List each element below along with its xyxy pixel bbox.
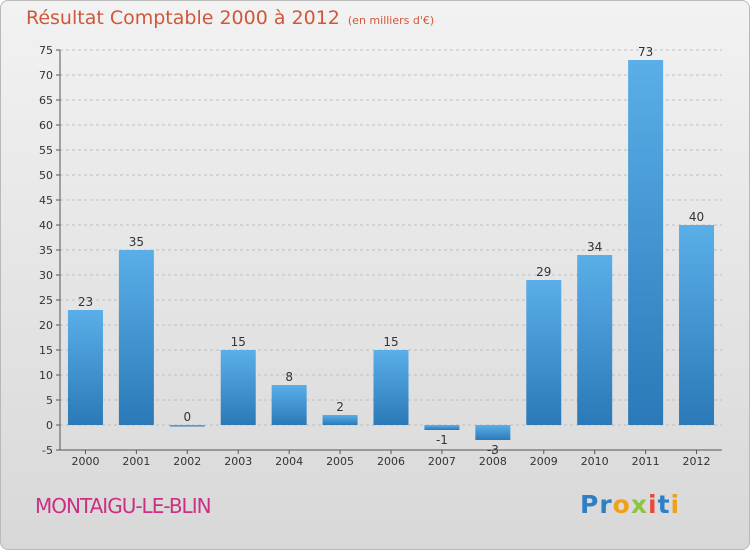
y-tick-label: 5 bbox=[46, 394, 53, 407]
place-name: MONTAIGU-LE-BLIN bbox=[35, 494, 212, 518]
logo-letter: P bbox=[580, 490, 600, 519]
bar-2005 bbox=[322, 415, 358, 425]
chart-title-block: Résultat Comptable 2000 à 2012 (en millie… bbox=[26, 7, 434, 29]
data-label: 8 bbox=[285, 370, 293, 384]
chart-subtitle: (en milliers d'€) bbox=[347, 14, 435, 27]
data-label: 29 bbox=[536, 265, 551, 279]
data-label: 15 bbox=[383, 335, 398, 349]
logo-letter: o bbox=[612, 490, 631, 519]
y-tick-label: 70 bbox=[39, 69, 53, 82]
y-tick-label: 55 bbox=[39, 144, 53, 157]
data-label: 73 bbox=[638, 45, 653, 59]
y-tick-label: 50 bbox=[39, 169, 53, 182]
x-tick-label: 2005 bbox=[326, 455, 354, 468]
x-tick-label: 2009 bbox=[530, 455, 558, 468]
bar-2007 bbox=[424, 425, 460, 430]
x-tick-label: 2007 bbox=[428, 455, 456, 468]
logo-letter: i bbox=[670, 490, 681, 519]
proxiti-logo: Proxiti bbox=[580, 490, 680, 519]
data-label: 40 bbox=[689, 210, 704, 224]
y-tick-label: 40 bbox=[39, 219, 53, 232]
y-tick-label: 20 bbox=[39, 319, 53, 332]
x-tick-label: 2004 bbox=[275, 455, 303, 468]
bar-2009 bbox=[526, 280, 562, 425]
bar-2006 bbox=[373, 350, 409, 425]
y-tick-label: 75 bbox=[39, 44, 53, 57]
bar-2010 bbox=[577, 255, 613, 425]
bar-2003 bbox=[220, 350, 256, 425]
bar-2004 bbox=[271, 385, 307, 425]
y-tick-label: 10 bbox=[39, 369, 53, 382]
logo-letter: i bbox=[648, 490, 658, 519]
y-axis: -5 0 5 10 15 20 25 30 35 40 45 50 55 60 65 70 75 bbox=[39, 44, 61, 457]
x-tick-label: 2011 bbox=[632, 455, 660, 468]
data-label: 35 bbox=[129, 235, 144, 249]
data-label: 34 bbox=[587, 240, 602, 254]
x-tick-label: 2008 bbox=[479, 455, 507, 468]
x-tick-label: 2010 bbox=[581, 455, 609, 468]
x-tick-label: 2002 bbox=[173, 455, 201, 468]
bar-2008 bbox=[475, 425, 511, 440]
bar-2000 bbox=[67, 310, 103, 425]
x-axis: 2000 2001 2002 2003 2004 2005 2006 2007 2008 2009… bbox=[60, 449, 722, 468]
logo-letter: x bbox=[630, 490, 648, 519]
y-tick-label: 25 bbox=[39, 294, 53, 307]
data-label: 15 bbox=[231, 335, 246, 349]
y-tick-label: 15 bbox=[39, 344, 53, 357]
data-label: 2 bbox=[336, 400, 344, 414]
x-tick-label: 2000 bbox=[71, 455, 99, 468]
bar-2011 bbox=[628, 60, 664, 425]
x-tick-label: 2003 bbox=[224, 455, 252, 468]
x-tick-label: 2001 bbox=[122, 455, 150, 468]
bar-2002 bbox=[169, 425, 205, 427]
y-tick-label: 60 bbox=[39, 119, 53, 132]
data-label: -1 bbox=[436, 433, 448, 447]
logo-letter: t bbox=[657, 490, 671, 519]
bar-2001 bbox=[118, 250, 154, 425]
y-tick-label: 45 bbox=[39, 194, 53, 207]
y-tick-label: 0 bbox=[46, 419, 53, 432]
data-label: -3 bbox=[487, 443, 499, 457]
logo-letter: r bbox=[599, 490, 613, 519]
bar-2012 bbox=[679, 225, 715, 425]
y-tick-label: -5 bbox=[42, 444, 53, 457]
bars bbox=[67, 60, 715, 440]
data-label: 23 bbox=[78, 295, 93, 309]
data-label: 0 bbox=[183, 410, 191, 424]
y-tick-label: 35 bbox=[39, 244, 53, 257]
x-tick-label: 2006 bbox=[377, 455, 405, 468]
data-labels: 23 35 0 15 8 2 15 -1 -3 29 34 73 40 bbox=[78, 45, 704, 457]
y-tick-label: 30 bbox=[39, 269, 53, 282]
x-tick-label: 2012 bbox=[683, 455, 711, 468]
y-tick-label: 65 bbox=[39, 94, 53, 107]
chart-title: Résultat Comptable 2000 à 2012 bbox=[26, 7, 340, 29]
